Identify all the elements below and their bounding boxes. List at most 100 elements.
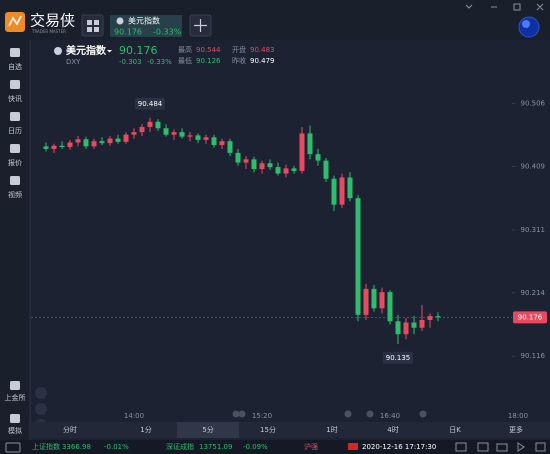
candle-body: [171, 132, 177, 135]
tab[interactable]: [110, 15, 182, 37]
x-tick-label: 15:20: [252, 412, 272, 420]
avatar[interactable]: [518, 16, 540, 38]
timeframe[interactable]: 1时: [326, 425, 337, 434]
sidebar-label[interactable]: 视频: [8, 190, 22, 199]
quote-change-pct: -0.33%: [147, 58, 172, 66]
sidebar-icon[interactable]: [10, 414, 20, 423]
quote-name[interactable]: 美元指数: [66, 44, 107, 57]
sidebar-icon[interactable]: [10, 112, 20, 121]
quote-code: DXY: [66, 58, 81, 66]
layout-button[interactable]: [81, 14, 104, 37]
index1-change: -0.01%: [104, 443, 129, 451]
candle-body: [43, 146, 49, 149]
sidebar-label[interactable]: 模拟: [8, 426, 22, 435]
candle-body: [187, 135, 193, 137]
x-axis-icon[interactable]: [232, 410, 240, 418]
candle-body: [435, 316, 441, 318]
layout-icon: [87, 20, 99, 32]
sidebar: [0, 40, 30, 440]
sidebar-label[interactable]: 报价: [8, 158, 22, 167]
sidebar-label[interactable]: 快讯: [8, 94, 22, 103]
sidebar-label[interactable]: 上金所: [5, 393, 26, 402]
candle-body: [211, 137, 217, 146]
tab-price: 90.176: [114, 28, 142, 37]
candle-body: [307, 133, 313, 155]
candle-body: [75, 139, 81, 143]
timeframe[interactable]: 15分: [260, 425, 276, 434]
candle-body: [195, 135, 201, 140]
y-tick-label: 90.214: [521, 289, 546, 297]
candle-body: [371, 288, 377, 309]
annotation: 90.484: [138, 100, 163, 108]
tab-name: 美元指数: [128, 16, 160, 26]
sidebar-icon[interactable]: [10, 48, 20, 57]
logo-mark: [8, 15, 22, 27]
timeframe-selected: [177, 422, 239, 438]
logo-text: 交易侠: [30, 12, 75, 30]
low: 90.126: [196, 57, 221, 65]
status-icon[interactable]: [5, 442, 21, 453]
datetime: 2020-12-16 17:17:30: [362, 443, 436, 451]
index2-change: -0.09%: [243, 443, 268, 451]
x-axis-icon[interactable]: [419, 410, 427, 418]
candle-body: [395, 321, 401, 335]
timeframe[interactable]: 日K: [449, 426, 461, 434]
candle-body: [243, 159, 249, 163]
sidebar-icon[interactable]: [10, 176, 20, 185]
logo-sub: TRADER MASTER: [31, 29, 66, 34]
candle-body: [299, 133, 305, 171]
candle-body: [203, 137, 209, 140]
timeframe[interactable]: 4时: [387, 425, 398, 434]
prev: 90.479: [250, 57, 275, 65]
candle-body: [91, 141, 97, 147]
candle-body: [83, 139, 89, 147]
sidebar-icon[interactable]: [10, 381, 20, 390]
candle-body: [419, 319, 425, 328]
window-controls[interactable]: [465, 3, 544, 11]
tool-draw[interactable]: [35, 403, 47, 415]
quote-change: -0.303: [119, 58, 142, 66]
sidebar-label[interactable]: 日历: [8, 127, 22, 135]
candle-body: [275, 167, 281, 174]
status-bar: [0, 440, 550, 454]
x-axis-icon[interactable]: [344, 410, 352, 418]
x-tick-label: 18:00: [508, 412, 528, 420]
candle-body: [403, 322, 409, 335]
candle-body: [219, 141, 225, 146]
x-axis-icon[interactable]: [238, 410, 246, 418]
tab-change: -0.33%: [153, 28, 182, 37]
chart: 90.506 90.409 90.311 90.214 90.116 14:00 15:20…: [31, 97, 547, 420]
x-axis-icon[interactable]: [366, 410, 374, 418]
candle-body: [315, 154, 321, 161]
status-tools[interactable]: [455, 442, 546, 452]
dropdown[interactable]: [107, 50, 112, 53]
candle-body: [179, 132, 185, 137]
high: 90.544: [196, 46, 221, 54]
timeframe[interactable]: 分时: [63, 425, 77, 434]
y-tick-label: 90.116: [521, 352, 546, 360]
timeframe[interactable]: 更多: [509, 425, 523, 434]
sidebar-icon[interactable]: [10, 144, 20, 153]
timeframe[interactable]: 5分: [202, 425, 213, 434]
sidebar-icon[interactable]: [10, 80, 20, 89]
index1-value: 3366.98: [62, 443, 91, 451]
tool-indicators[interactable]: [35, 387, 47, 399]
timeframe[interactable]: 1分: [140, 425, 151, 434]
candle-body: [283, 168, 289, 174]
candle-body: [139, 126, 145, 133]
candle-body: [427, 316, 433, 320]
timeframe-bar: [31, 422, 550, 438]
candle-body: [163, 128, 169, 135]
candle-body: [355, 198, 361, 315]
open-label: 开盘: [232, 45, 246, 54]
sidebar-label[interactable]: 自选: [8, 62, 22, 71]
candle-body: [379, 292, 385, 309]
quote-price: 90.176: [119, 44, 158, 57]
annotation-box: [135, 97, 165, 110]
candle-body: [235, 152, 241, 163]
candle-body: [123, 134, 129, 142]
x-tick-label: 16:40: [380, 412, 400, 420]
index1: 上证指数: [32, 442, 60, 451]
